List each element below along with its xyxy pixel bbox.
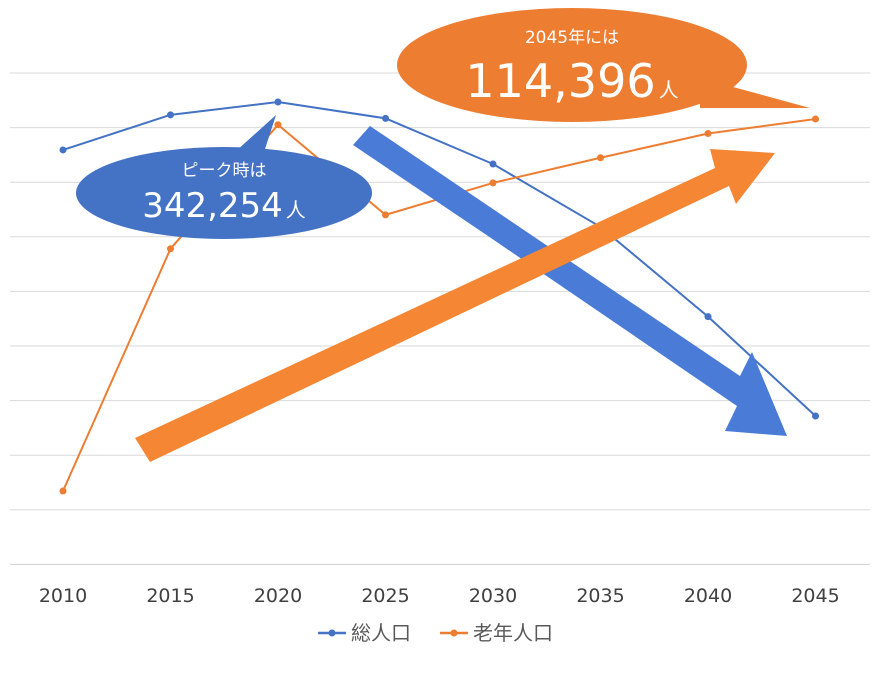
legend-label: 総人口 <box>351 621 411 645</box>
data-point <box>597 154 604 162</box>
data-point <box>704 129 712 137</box>
peak-callout-label: ピーク時は <box>182 161 267 181</box>
x-tick-label: 2010 <box>39 585 87 607</box>
legend-swatch-marker <box>328 629 336 637</box>
elderly-callout-bubble <box>397 8 747 122</box>
data-point <box>812 115 819 123</box>
x-tick-label: 2030 <box>469 585 517 607</box>
data-point <box>382 114 389 122</box>
elderly-callout: 2045年には 114,396 人 <box>397 8 810 122</box>
data-point <box>704 313 712 321</box>
trend-arrows <box>135 126 787 462</box>
legend-label: 老年人口 <box>473 621 553 645</box>
x-tick-label: 2020 <box>254 585 302 607</box>
legend: 総人口 老年人口 <box>318 621 553 645</box>
elderly-callout-label: 2045年には <box>525 28 619 48</box>
peak-callout-bubble <box>76 147 372 239</box>
data-point <box>489 160 497 168</box>
data-point <box>167 111 174 119</box>
x-tick-label: 2025 <box>361 585 409 607</box>
peak-callout: ピーク時は 342,254 人 <box>76 115 372 239</box>
data-point <box>812 412 819 420</box>
legend-swatch-marker <box>450 629 458 637</box>
data-point <box>489 179 497 187</box>
decline-arrow <box>353 126 787 436</box>
data-point <box>274 121 282 129</box>
increase-arrow <box>135 149 775 462</box>
data-point <box>59 146 67 154</box>
data-point <box>274 98 282 106</box>
data-point <box>59 487 67 495</box>
x-tick-label: 2045 <box>791 585 839 607</box>
x-tick-label: 2040 <box>684 585 732 607</box>
x-tick-label: 2015 <box>146 585 194 607</box>
x-axis: 2010 2015 2020 2025 2030 2035 2040 2045 <box>39 585 840 607</box>
data-point <box>382 211 389 219</box>
elderly-callout-value: 114,396 人 <box>465 54 678 108</box>
x-tick-label: 2035 <box>576 585 624 607</box>
data-point <box>167 245 174 253</box>
peak-callout-value: 342,254 人 <box>142 186 306 226</box>
series-line-0 <box>62 101 817 417</box>
